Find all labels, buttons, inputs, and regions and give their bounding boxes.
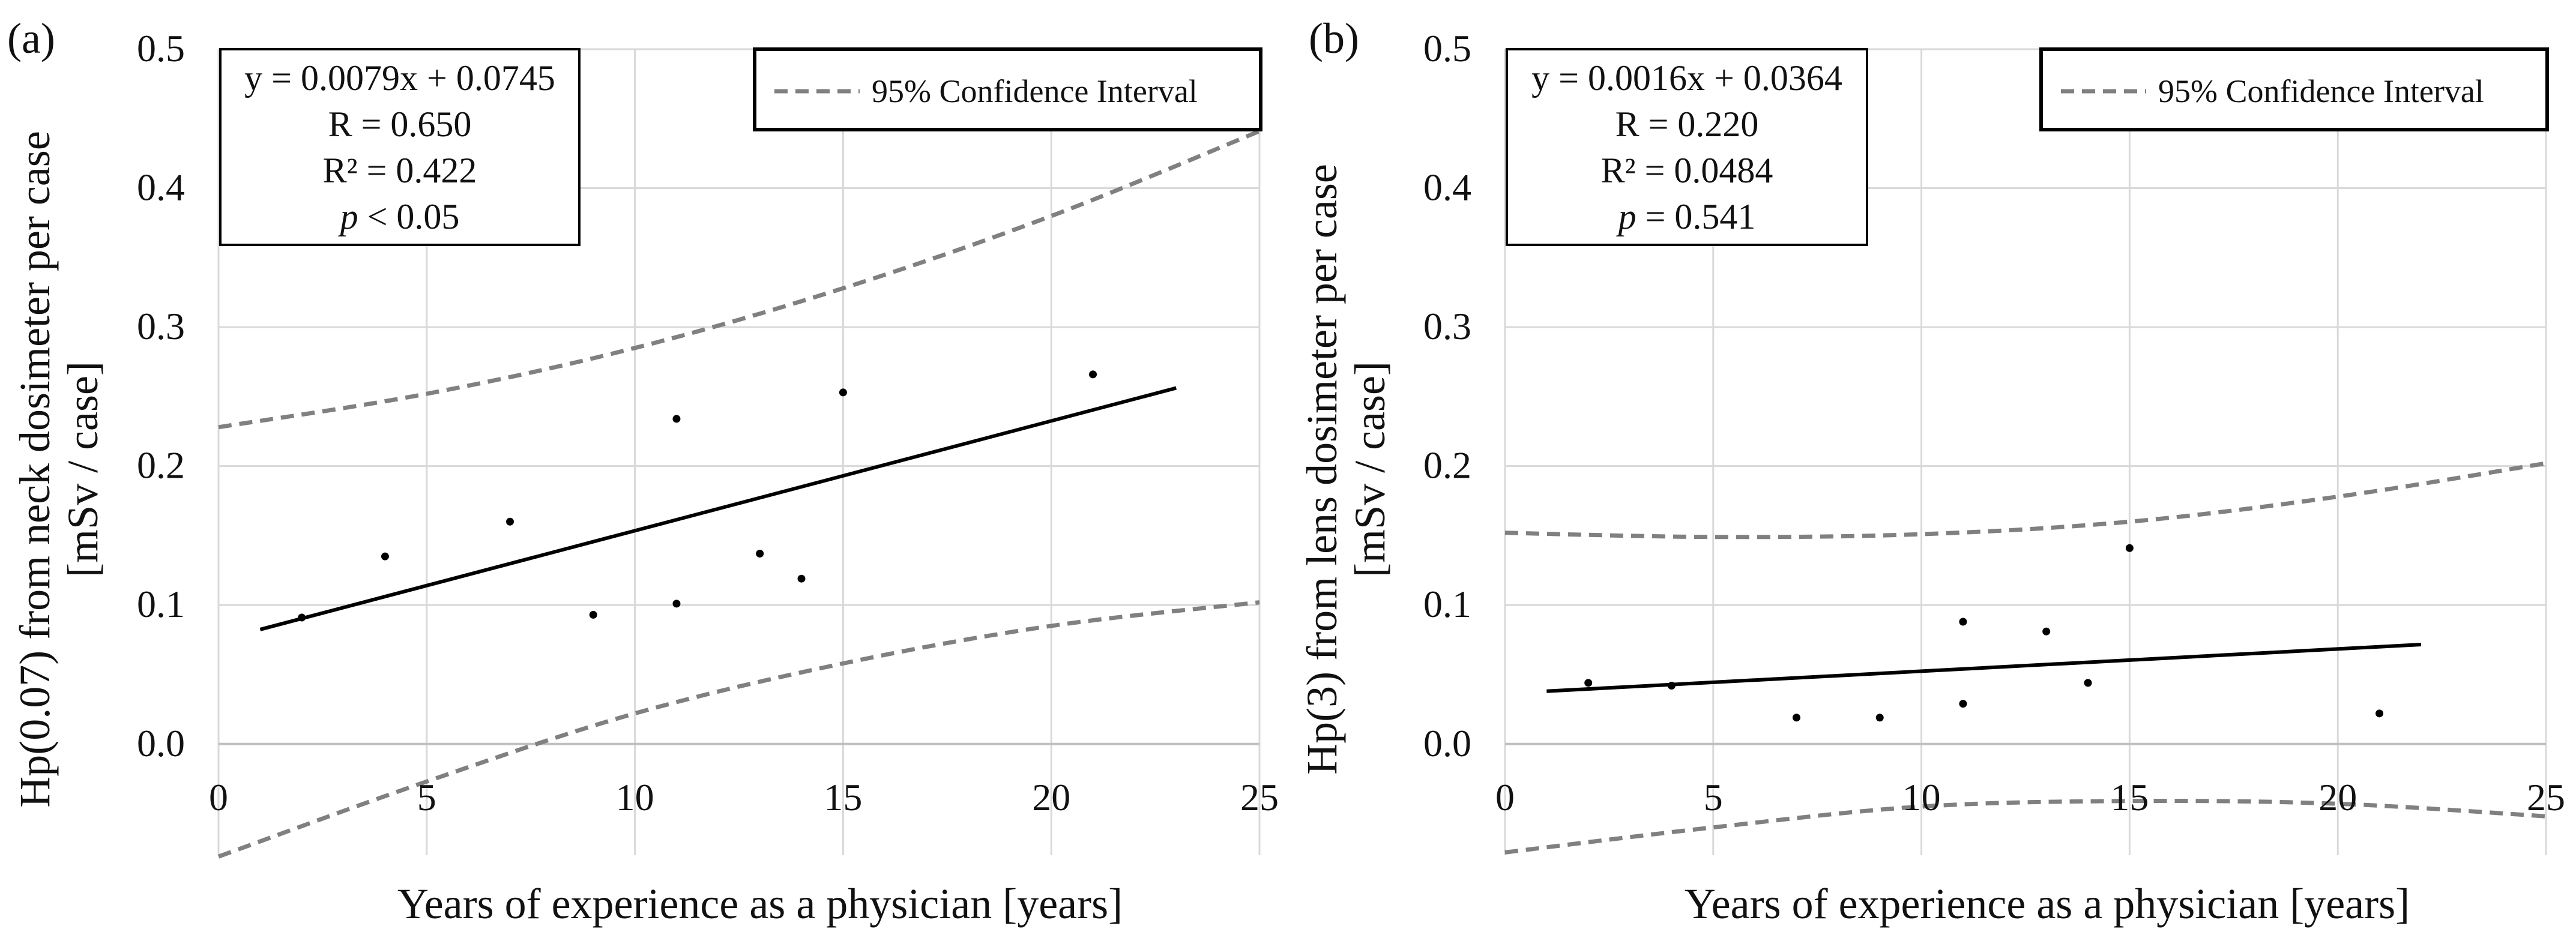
y-tick-label: 0.1	[137, 583, 185, 625]
x-tick-label: 20	[1032, 776, 1070, 819]
x-tick-label: 0	[209, 776, 228, 819]
fit-layer	[259, 386, 1177, 631]
p-symbol: p	[1616, 197, 1636, 236]
data-point	[381, 552, 389, 561]
y-tick-label: 0.1	[1423, 583, 1471, 625]
data-point	[1959, 618, 1967, 626]
stats-box: y = 0.0016x + 0.0364 R = 0.220 R² = 0.04…	[1506, 48, 1868, 246]
x-tick-labels: 0 5 10 15 20 25	[1495, 776, 2565, 819]
data-point	[1584, 679, 1593, 687]
x-tick-label: 20	[2318, 776, 2357, 819]
x-tick-label: 10	[616, 776, 654, 819]
x-tick-label: 25	[2527, 776, 2565, 819]
data-point	[1667, 682, 1676, 690]
panel-label: (a)	[7, 14, 55, 62]
data-point	[589, 610, 597, 619]
ci-layer	[1504, 461, 2547, 855]
x-tick-label: 25	[1240, 776, 1279, 819]
ci-lower-curve	[217, 600, 1260, 859]
data-point	[797, 574, 806, 583]
stats-r-squared: R² = 0.422	[323, 151, 477, 190]
data-point	[1089, 370, 1097, 379]
y-tick-label: 0.2	[137, 444, 185, 487]
fit-layer	[1546, 642, 2422, 693]
legend: 95% Confidence Interval	[753, 47, 1262, 131]
points-layer	[1584, 544, 2384, 722]
data-point	[839, 388, 847, 397]
x-axis-label: Years of experience as a physician [year…	[397, 880, 1123, 928]
legend-ci-label: 95% Confidence Interval	[2158, 73, 2484, 109]
x-tick-label: 15	[2110, 776, 2149, 819]
data-point	[672, 600, 681, 608]
y-tick-label: 0.5	[137, 27, 185, 70]
p-rest: = 0.541	[1636, 197, 1756, 236]
y-axis-label-units: [mSv / case]	[1346, 361, 1394, 577]
x-axis-label: Years of experience as a physician [year…	[1685, 880, 2410, 928]
data-point	[1959, 700, 1967, 708]
legend-ci-label: 95% Confidence Interval	[872, 73, 1198, 109]
stats-p-value: p = 0.541	[1616, 197, 1756, 236]
stats-box: y = 0.0079x + 0.0745 R = 0.650 R² = 0.42…	[219, 48, 581, 246]
y-tick-label: 0.2	[1423, 444, 1471, 487]
ci-layer	[217, 129, 1261, 859]
stats-equation: y = 0.0016x + 0.0364	[1531, 58, 1842, 98]
y-axis-label: Hp(0.07) from neck dosimeter per case	[11, 131, 59, 808]
y-tick-label: 0.0	[1423, 722, 1471, 765]
panel-label: (b)	[1309, 14, 1359, 62]
data-point	[1875, 714, 1884, 722]
data-point	[672, 415, 681, 423]
stats-p-value: p < 0.05	[338, 197, 460, 236]
x-tick-label: 10	[1902, 776, 1941, 819]
y-tick-labels: 0.0 0.1 0.2 0.3 0.4 0.5	[137, 27, 185, 765]
data-point	[2375, 709, 2384, 718]
data-point	[2084, 679, 2092, 687]
panel-b: (b) 0 5 10 15 20 25 0.0 0.1 0.2 0.3 0.4 0.5 Years …	[1298, 14, 2565, 928]
stats-r: R = 0.650	[328, 104, 472, 144]
stats-box-frame	[1506, 48, 1868, 246]
stats-r-squared: R² = 0.0484	[1601, 151, 1773, 190]
y-axis-label: Hp(3) from lens dosimeter per case	[1298, 164, 1346, 775]
regression-line	[259, 386, 1177, 631]
ci-lower-curve	[1504, 798, 2547, 855]
regression-line	[1546, 642, 2422, 693]
data-point	[2042, 627, 2051, 636]
y-tick-label: 0.4	[137, 166, 185, 209]
legend-frame	[753, 47, 1262, 131]
y-tick-label: 0.4	[1423, 166, 1471, 209]
data-point	[1793, 714, 1801, 722]
stats-r: R = 0.220	[1615, 104, 1759, 144]
stats-equation: y = 0.0079x + 0.0745	[244, 58, 555, 98]
data-point	[2125, 544, 2134, 552]
data-point	[298, 613, 306, 622]
x-tick-label: 5	[417, 776, 436, 819]
x-tick-labels: 0 5 10 15 20 25	[209, 776, 1279, 819]
y-tick-label: 0.0	[137, 722, 185, 765]
points-layer	[298, 370, 1097, 622]
y-tick-label: 0.3	[137, 305, 185, 347]
x-tick-label: 15	[824, 776, 862, 819]
p-symbol: p	[338, 197, 358, 236]
legend: 95% Confidence Interval	[2039, 47, 2549, 131]
y-axis-label-units: [mSv / case]	[59, 361, 107, 577]
panel-a: (a) 0 5 10 15 20 25 0.0 0.1 0.2 0.3 0.4 0.5 Years …	[7, 14, 1279, 928]
stats-box-frame	[219, 48, 581, 246]
p-rest: < 0.05	[358, 197, 460, 236]
y-tick-label: 0.3	[1423, 305, 1471, 347]
x-tick-label: 5	[1704, 776, 1723, 819]
ci-upper-curve	[1504, 461, 2547, 540]
data-point	[756, 550, 764, 558]
x-tick-label: 0	[1495, 776, 1515, 819]
y-tick-labels: 0.0 0.1 0.2 0.3 0.4 0.5	[1423, 27, 1471, 765]
data-point	[506, 517, 514, 526]
y-tick-label: 0.5	[1423, 27, 1471, 70]
